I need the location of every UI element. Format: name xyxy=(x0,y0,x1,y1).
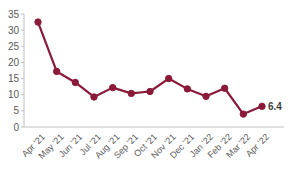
data-point xyxy=(221,85,227,91)
x-tick-label: Jun '21 xyxy=(57,132,84,159)
data-point xyxy=(184,86,190,92)
y-tick-label: 15 xyxy=(8,73,20,84)
data-point xyxy=(53,68,59,74)
chart-svg: 05101520253035Apr '21May '21Jun '21Jul '… xyxy=(0,0,300,170)
y-tick-label: 20 xyxy=(8,57,20,68)
data-point xyxy=(128,90,134,96)
data-point xyxy=(203,93,209,99)
data-point xyxy=(147,88,153,94)
y-tick-label: 35 xyxy=(8,9,20,20)
y-tick-label: 10 xyxy=(8,89,20,100)
data-point xyxy=(165,75,171,81)
y-axis-line xyxy=(24,14,25,127)
data-point xyxy=(72,79,78,85)
y-tick-label: 30 xyxy=(8,25,20,36)
y-tick-label: 25 xyxy=(8,41,20,52)
data-point xyxy=(91,94,97,100)
x-axis-line xyxy=(24,127,284,128)
data-label: 6.4 xyxy=(268,101,282,112)
data-point xyxy=(240,111,246,117)
chart-container: 05101520253035Apr '21May '21Jun '21Jul '… xyxy=(0,0,300,170)
data-point xyxy=(109,84,115,90)
data-point xyxy=(35,19,41,25)
y-tick-label: 0 xyxy=(13,122,19,133)
y-tick-label: 5 xyxy=(13,105,19,116)
plot-area xyxy=(35,19,265,117)
data-point xyxy=(259,103,265,109)
data-line xyxy=(38,22,262,114)
x-tick-label: Apr '22 xyxy=(244,132,271,159)
